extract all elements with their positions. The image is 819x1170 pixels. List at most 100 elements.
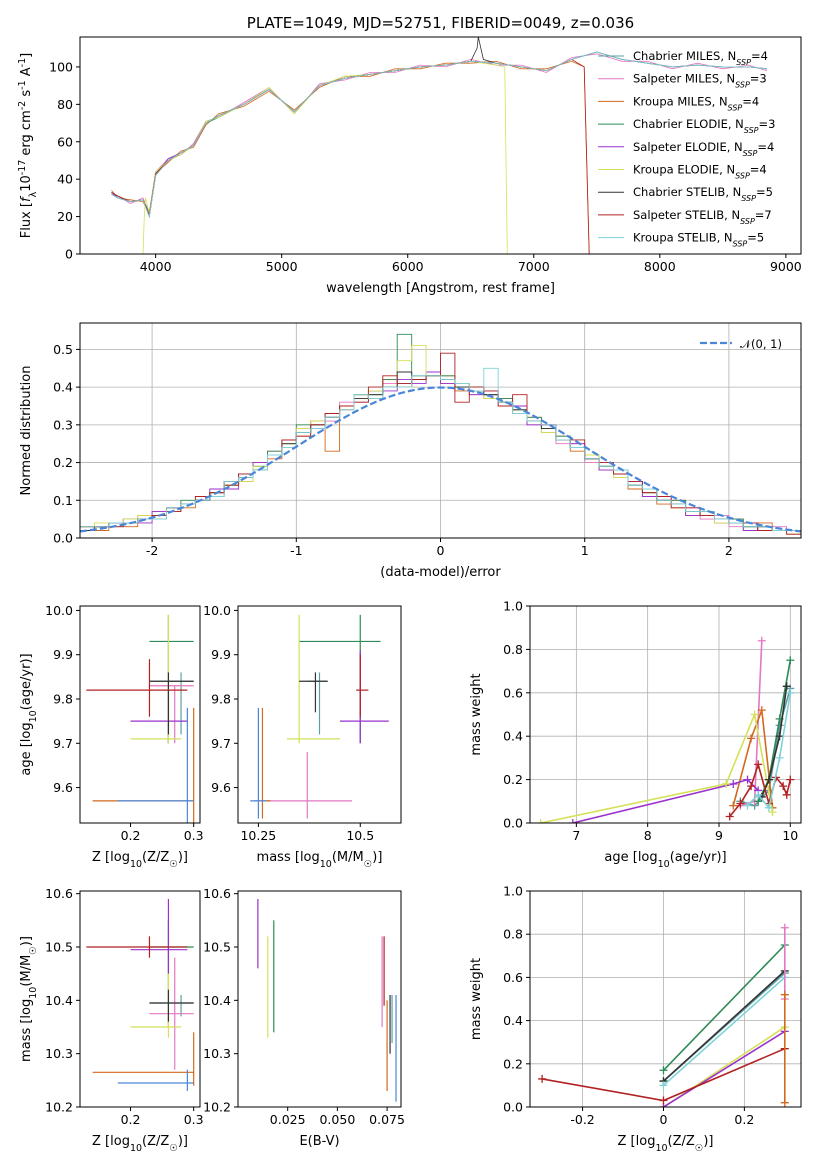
legend-label-part: =4: [742, 94, 759, 108]
spectrum-line: [111, 51, 768, 219]
x-tick-label: 10.5: [346, 828, 374, 843]
x-tick-label: 10.25: [240, 828, 276, 843]
weight-line: [662, 970, 786, 1082]
x-axis-label-part: (Z/Z: [668, 1134, 695, 1149]
weight-marker: [536, 819, 545, 823]
y-axis-label-part: -1: [17, 80, 28, 89]
x-axis-label-part: wavelength [Angstrom, rest frame]: [326, 281, 555, 296]
weight-marker: [659, 1081, 668, 1090]
axes-frame: [79, 36, 802, 255]
y-tick-label: 0.0: [53, 531, 73, 546]
y-axis-label-part: mass [: [19, 1019, 34, 1062]
y-tick-label: 10.2: [45, 1100, 73, 1115]
x-tick-label: 6000: [392, 259, 424, 274]
x-tick-label: 7000: [518, 259, 550, 274]
legend-label-part: =7: [755, 208, 772, 222]
panel-age-vs-Z: 0.2 0.39.69.79.89.910.0Z [log10(Z/Z☉)]age…: [19, 603, 204, 870]
y-tick-label: 0.2: [53, 455, 73, 470]
y-tick-label: 0.8: [503, 642, 523, 657]
x-tick-label: 4000: [140, 259, 172, 274]
x-tick-label: 0.075: [369, 1112, 405, 1127]
x-tick-label: -1: [290, 543, 302, 558]
weight-marker: [780, 1098, 789, 1107]
y-tick-label: 0.3: [53, 417, 73, 432]
weight-marker: [757, 706, 766, 715]
weight-marker: [764, 803, 773, 812]
y-tick-label: 0.1: [53, 493, 73, 508]
y-tick-label: 10.2: [203, 1100, 231, 1115]
axes-frame: [237, 890, 402, 1108]
x-axis-label-part: 10: [658, 859, 670, 870]
panel-spectrum: 4000 5000 6000 7000 8000 9000 0 20 40 60 80 100 wave…: [17, 14, 802, 296]
weight-marker: [782, 790, 791, 799]
x-axis-label-part: log: [636, 1134, 656, 1149]
legend-label-part: =5: [747, 231, 764, 245]
legend-label-part: Kroupa STELIB, N: [633, 231, 733, 245]
x-tick-label: 0.3: [184, 828, 204, 843]
x-tick-label: 9: [715, 828, 723, 843]
plot-area-mass-vs-Z: [86, 899, 195, 1091]
panel-massweight-vs-Z: -0.2 0 0.2 0.0 0.2 0.4 0.6 0.8 1.0 Z [log10(Z/Z☉)…: [469, 884, 802, 1154]
legend-label: Chabrier ELODIE, NSSP=3: [633, 117, 775, 135]
x-axis-label-part: 10: [655, 1143, 667, 1154]
weight-marker: [754, 760, 763, 769]
x-axis-label-part: log: [110, 1134, 130, 1149]
y-axis-label-part: s: [19, 90, 34, 101]
x-axis-label-part: ☉: [695, 1143, 704, 1154]
weight-marker: [538, 1074, 547, 1083]
plot-area-age-vs-Z: [86, 614, 195, 823]
plot-area-massweight-vs-Z: [538, 923, 789, 1107]
y-axis-label-part: -1: [17, 58, 28, 67]
legend-label-part: Salpeter STELIB, N: [633, 208, 740, 222]
y-axis-label-part: mass weight: [469, 958, 484, 1040]
legend-label-part: =3: [759, 117, 776, 131]
x-tick-label: 0.2: [121, 828, 141, 843]
y-axis-label-part: log: [19, 722, 34, 742]
x-axis-label-part: 10: [320, 859, 332, 870]
x-axis-label-part: ☉: [169, 1143, 178, 1154]
weight-marker: [725, 812, 734, 821]
y-axis-label-part: λ: [28, 191, 39, 197]
weight-marker: [786, 656, 795, 665]
y-tick-label: 0.4: [503, 729, 523, 744]
y-axis-label-part: Flux [: [19, 202, 34, 238]
y-axis-label: age [log10(age/yr)]: [19, 653, 39, 775]
y-tick-label: 0: [65, 247, 73, 262]
x-axis-label-part: )]: [178, 1134, 188, 1149]
y-axis-label: mass weight: [469, 958, 484, 1040]
y-tick-label: 60: [57, 134, 73, 149]
y-tick-label: 9.9: [53, 647, 73, 662]
x-tick-label: -0.2: [570, 1112, 594, 1127]
legend-label: Kroupa MILES, NSSP=4: [633, 94, 759, 112]
legend-label-part: SSP: [733, 239, 748, 248]
y-axis-label-part: 10: [28, 987, 39, 999]
x-tick-label: 0.050: [319, 1112, 355, 1127]
x-tick-label: 0.2: [734, 1112, 754, 1127]
legend-label-part: Salpeter MILES, N: [633, 72, 735, 86]
y-tick-label: 9.7: [211, 736, 231, 751]
weight-marker: [775, 732, 784, 741]
y-axis-label-part: log: [19, 999, 34, 1019]
x-tick-label: 9000: [770, 259, 802, 274]
legend-label-part: Salpeter ELODIE, N: [633, 140, 743, 154]
x-axis-label-part: ☉: [364, 859, 373, 870]
legend-label-part: SSP: [735, 171, 750, 180]
legend-label-part: Kroupa ELODIE, N: [633, 163, 735, 177]
y-tick-label: 9.7: [53, 736, 73, 751]
x-axis-label-part: (data-model)/error: [380, 565, 501, 580]
weight-marker: [729, 801, 738, 810]
spectrum-line: [111, 58, 590, 254]
y-tick-label: 10.3: [203, 1046, 231, 1061]
y-axis-label-part: mass weight: [469, 673, 484, 755]
legend-label-part: =5: [756, 185, 773, 199]
x-tick-label: 2: [725, 543, 733, 558]
weight-marker: [779, 782, 788, 791]
weight-marker: [780, 923, 789, 932]
y-tick-label: 1.0: [503, 599, 523, 614]
weight-marker: [729, 779, 738, 788]
y-axis-label-part: ]: [19, 53, 34, 58]
legend-label-part: SSP: [744, 126, 759, 135]
legend-label-part: Chabrier ELODIE, N: [633, 117, 744, 131]
y-tick-label: 0.6: [503, 970, 523, 985]
